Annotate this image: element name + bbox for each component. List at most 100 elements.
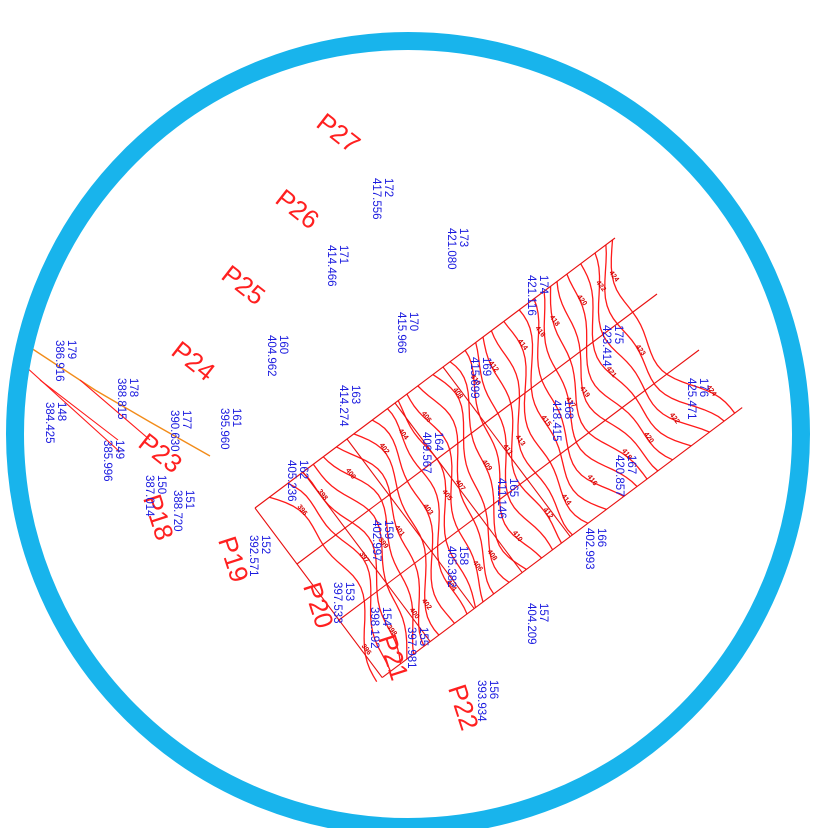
grid-line <box>254 507 383 678</box>
contour-line <box>580 263 692 447</box>
point-elevation: 421.080 <box>445 228 457 270</box>
point-elevation: 414.274 <box>337 385 349 427</box>
contour-label: 400 <box>344 467 357 481</box>
orange-alignment <box>24 345 211 457</box>
point-id: 157 <box>537 603 549 622</box>
contour-line <box>490 330 573 536</box>
contour-label: 406 <box>420 410 433 424</box>
grid-line <box>338 349 700 621</box>
point-elevation: 385.996 <box>101 440 113 482</box>
point-elevation: 397.533 <box>331 582 343 624</box>
contour-line <box>518 309 607 511</box>
point-elevation: 397.981 <box>405 627 417 669</box>
point-id: 173 <box>457 228 469 247</box>
point-elevation: 398.192 <box>368 607 380 649</box>
point-id: 151 <box>183 490 195 509</box>
contour-line <box>353 433 440 636</box>
point-id: 175 <box>612 325 624 344</box>
point-id: 160 <box>277 335 289 354</box>
contour-label: 414 <box>560 493 573 507</box>
grid-line <box>442 366 571 537</box>
contour-label: 416 <box>586 474 599 488</box>
point-id: 176 <box>697 378 709 397</box>
point-elevation: 393.934 <box>475 680 487 722</box>
contour-line <box>322 456 415 655</box>
contour-label: 403 <box>422 503 435 517</box>
point-elevation: 387.014 <box>143 475 155 517</box>
point-id: 170 <box>407 312 419 331</box>
point-id: 169 <box>480 357 492 376</box>
point-id: 171 <box>337 245 349 264</box>
point-elevation: 395.960 <box>218 408 230 450</box>
profile-label: P26 <box>270 183 325 235</box>
point-elevation: 392.571 <box>247 535 259 577</box>
point-id: 153 <box>343 582 355 601</box>
point-elevation: 415.966 <box>395 312 407 354</box>
point-id: 152 <box>259 535 271 554</box>
contour-label: 412 <box>541 507 554 521</box>
point-id: 149 <box>113 440 125 459</box>
point-elevation: 384.425 <box>43 402 55 444</box>
point-elevation: 423.414 <box>600 325 612 367</box>
contour-line <box>549 286 648 480</box>
point-id: 158 <box>457 546 469 565</box>
contour-line <box>397 400 477 608</box>
contour-label: 419 <box>578 385 591 399</box>
contour-label: 424 <box>607 270 620 284</box>
contour-label: 409 <box>480 459 493 473</box>
contour-label: 420 <box>575 294 588 308</box>
grid-line <box>296 293 658 565</box>
contour-line <box>604 244 725 422</box>
profile-label: P24 <box>166 335 221 387</box>
contour-line <box>533 298 625 497</box>
contour-label: 404 <box>397 428 410 442</box>
contour-label: 414 <box>516 338 529 352</box>
orange-line <box>27 345 211 457</box>
grid-line <box>302 471 431 642</box>
point-id: 156 <box>487 680 499 699</box>
point-elevation: 404.209 <box>525 603 537 645</box>
point-elevation: 418.415 <box>550 400 562 442</box>
contour-line <box>269 496 378 683</box>
point-elevation: 409.567 <box>420 432 432 474</box>
contour-line <box>503 321 589 524</box>
contour-label: 402 <box>378 442 391 456</box>
contour-label: 402 <box>420 598 433 612</box>
contour-line <box>79 379 151 441</box>
point-elevation: 386.916 <box>53 340 65 382</box>
contour-line <box>287 482 392 672</box>
point-id: 168 <box>562 400 574 419</box>
contour-line <box>432 374 510 583</box>
contour-line <box>543 291 638 487</box>
point-id: 166 <box>595 528 607 547</box>
point-elevation: 388.815 <box>115 378 127 420</box>
contour-label: 423 <box>634 344 647 358</box>
contour-line <box>464 350 543 559</box>
grid-line <box>346 438 475 609</box>
point-id: 148 <box>55 402 67 421</box>
point-elevation: 404.962 <box>265 335 277 377</box>
contour-line <box>482 336 563 544</box>
contour-line <box>39 379 119 441</box>
point-elevation: 415.699 <box>468 357 480 399</box>
